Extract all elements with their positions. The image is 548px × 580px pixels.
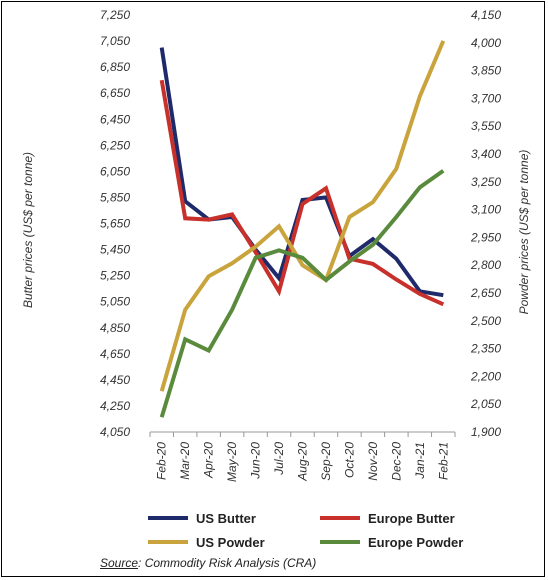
y2-tick-label: 3,850: [471, 64, 501, 78]
y-tick-label: 5,650: [100, 217, 130, 231]
y2-axis-title: Powder prices (US$ per tonne): [517, 150, 531, 315]
y2-tick-label: 2,200: [470, 369, 501, 383]
x-tick-label: Feb-20: [155, 442, 169, 480]
y2-tick-label: 3,100: [471, 203, 501, 217]
y2-tick-label: 3,700: [471, 91, 501, 105]
x-tick-label: Sep-20: [319, 442, 333, 481]
y2-tick-label: 2,350: [470, 342, 501, 356]
x-tick-label: Nov-20: [366, 442, 380, 481]
x-tick-label: Dec-20: [389, 442, 403, 481]
y2-tick-label: 4,150: [471, 8, 501, 22]
y-tick-label: 6,050: [100, 164, 130, 178]
series-line-us-powder: [159, 40, 446, 392]
y-tick-label: 7,050: [100, 34, 130, 48]
legend-label-europe-butter: Europe Butter: [368, 511, 455, 526]
y-tick-label: 4,850: [100, 321, 130, 335]
y2-tick-label: 4,000: [471, 36, 501, 50]
legend-label-us-powder: US Powder: [196, 535, 265, 550]
y-tick-label: 5,250: [100, 269, 130, 283]
x-tick-label: May-20: [225, 442, 239, 482]
series-line-europe-butter: [159, 79, 445, 307]
y2-tick-label: 2,800: [470, 258, 501, 272]
y-tick-label: 5,450: [100, 243, 130, 257]
y-tick-label: 4,250: [100, 399, 130, 413]
legend-label-europe-powder: Europe Powder: [368, 535, 463, 550]
y-tick-label: 6,250: [100, 138, 130, 152]
x-tick-label: Apr-20: [202, 442, 216, 479]
x-tick-label: Oct-20: [342, 442, 356, 478]
y-tick-label: 4,450: [100, 373, 130, 387]
x-tick-label: Aug-20: [296, 442, 310, 482]
legend-label-us-butter: US Butter: [196, 511, 256, 526]
y2-tick-label: 2,950: [470, 230, 501, 244]
y-tick-label: 4,050: [100, 425, 130, 439]
y2-tick-label: 3,550: [471, 119, 501, 133]
source-label: Source: [100, 556, 139, 570]
y-tick-label: 5,850: [100, 190, 130, 204]
y-tick-label: 6,450: [100, 112, 130, 126]
series-line-europe-powder: [159, 169, 445, 418]
y-tick-label: 6,850: [100, 60, 130, 74]
source-note: Source: Commodity Risk Analysis (CRA): [100, 556, 316, 570]
x-tick-label: Jul-20: [272, 442, 286, 476]
y-tick-label: 7,250: [100, 8, 130, 22]
y2-tick-label: 3,400: [471, 147, 501, 161]
y-tick-label: 4,650: [100, 347, 130, 361]
y2-tick-label: 1,900: [471, 425, 501, 439]
y2-tick-label: 3,250: [471, 175, 501, 189]
x-tick-label: Feb-21: [436, 442, 450, 480]
x-tick-label: Jun-20: [249, 442, 263, 480]
y-tick-label: 5,050: [100, 295, 130, 309]
y-axis-title: Butter prices (US$ per tonne): [21, 152, 35, 308]
x-tick-label: Mar-20: [178, 442, 192, 480]
y-tick-label: 6,650: [100, 86, 130, 100]
x-tick-label: Jan-21: [413, 442, 427, 480]
y2-tick-label: 2,050: [470, 397, 501, 411]
source-text: : Commodity Risk Analysis (CRA): [138, 556, 317, 570]
y2-tick-label: 2,500: [470, 314, 501, 328]
y2-tick-label: 2,650: [470, 286, 501, 300]
